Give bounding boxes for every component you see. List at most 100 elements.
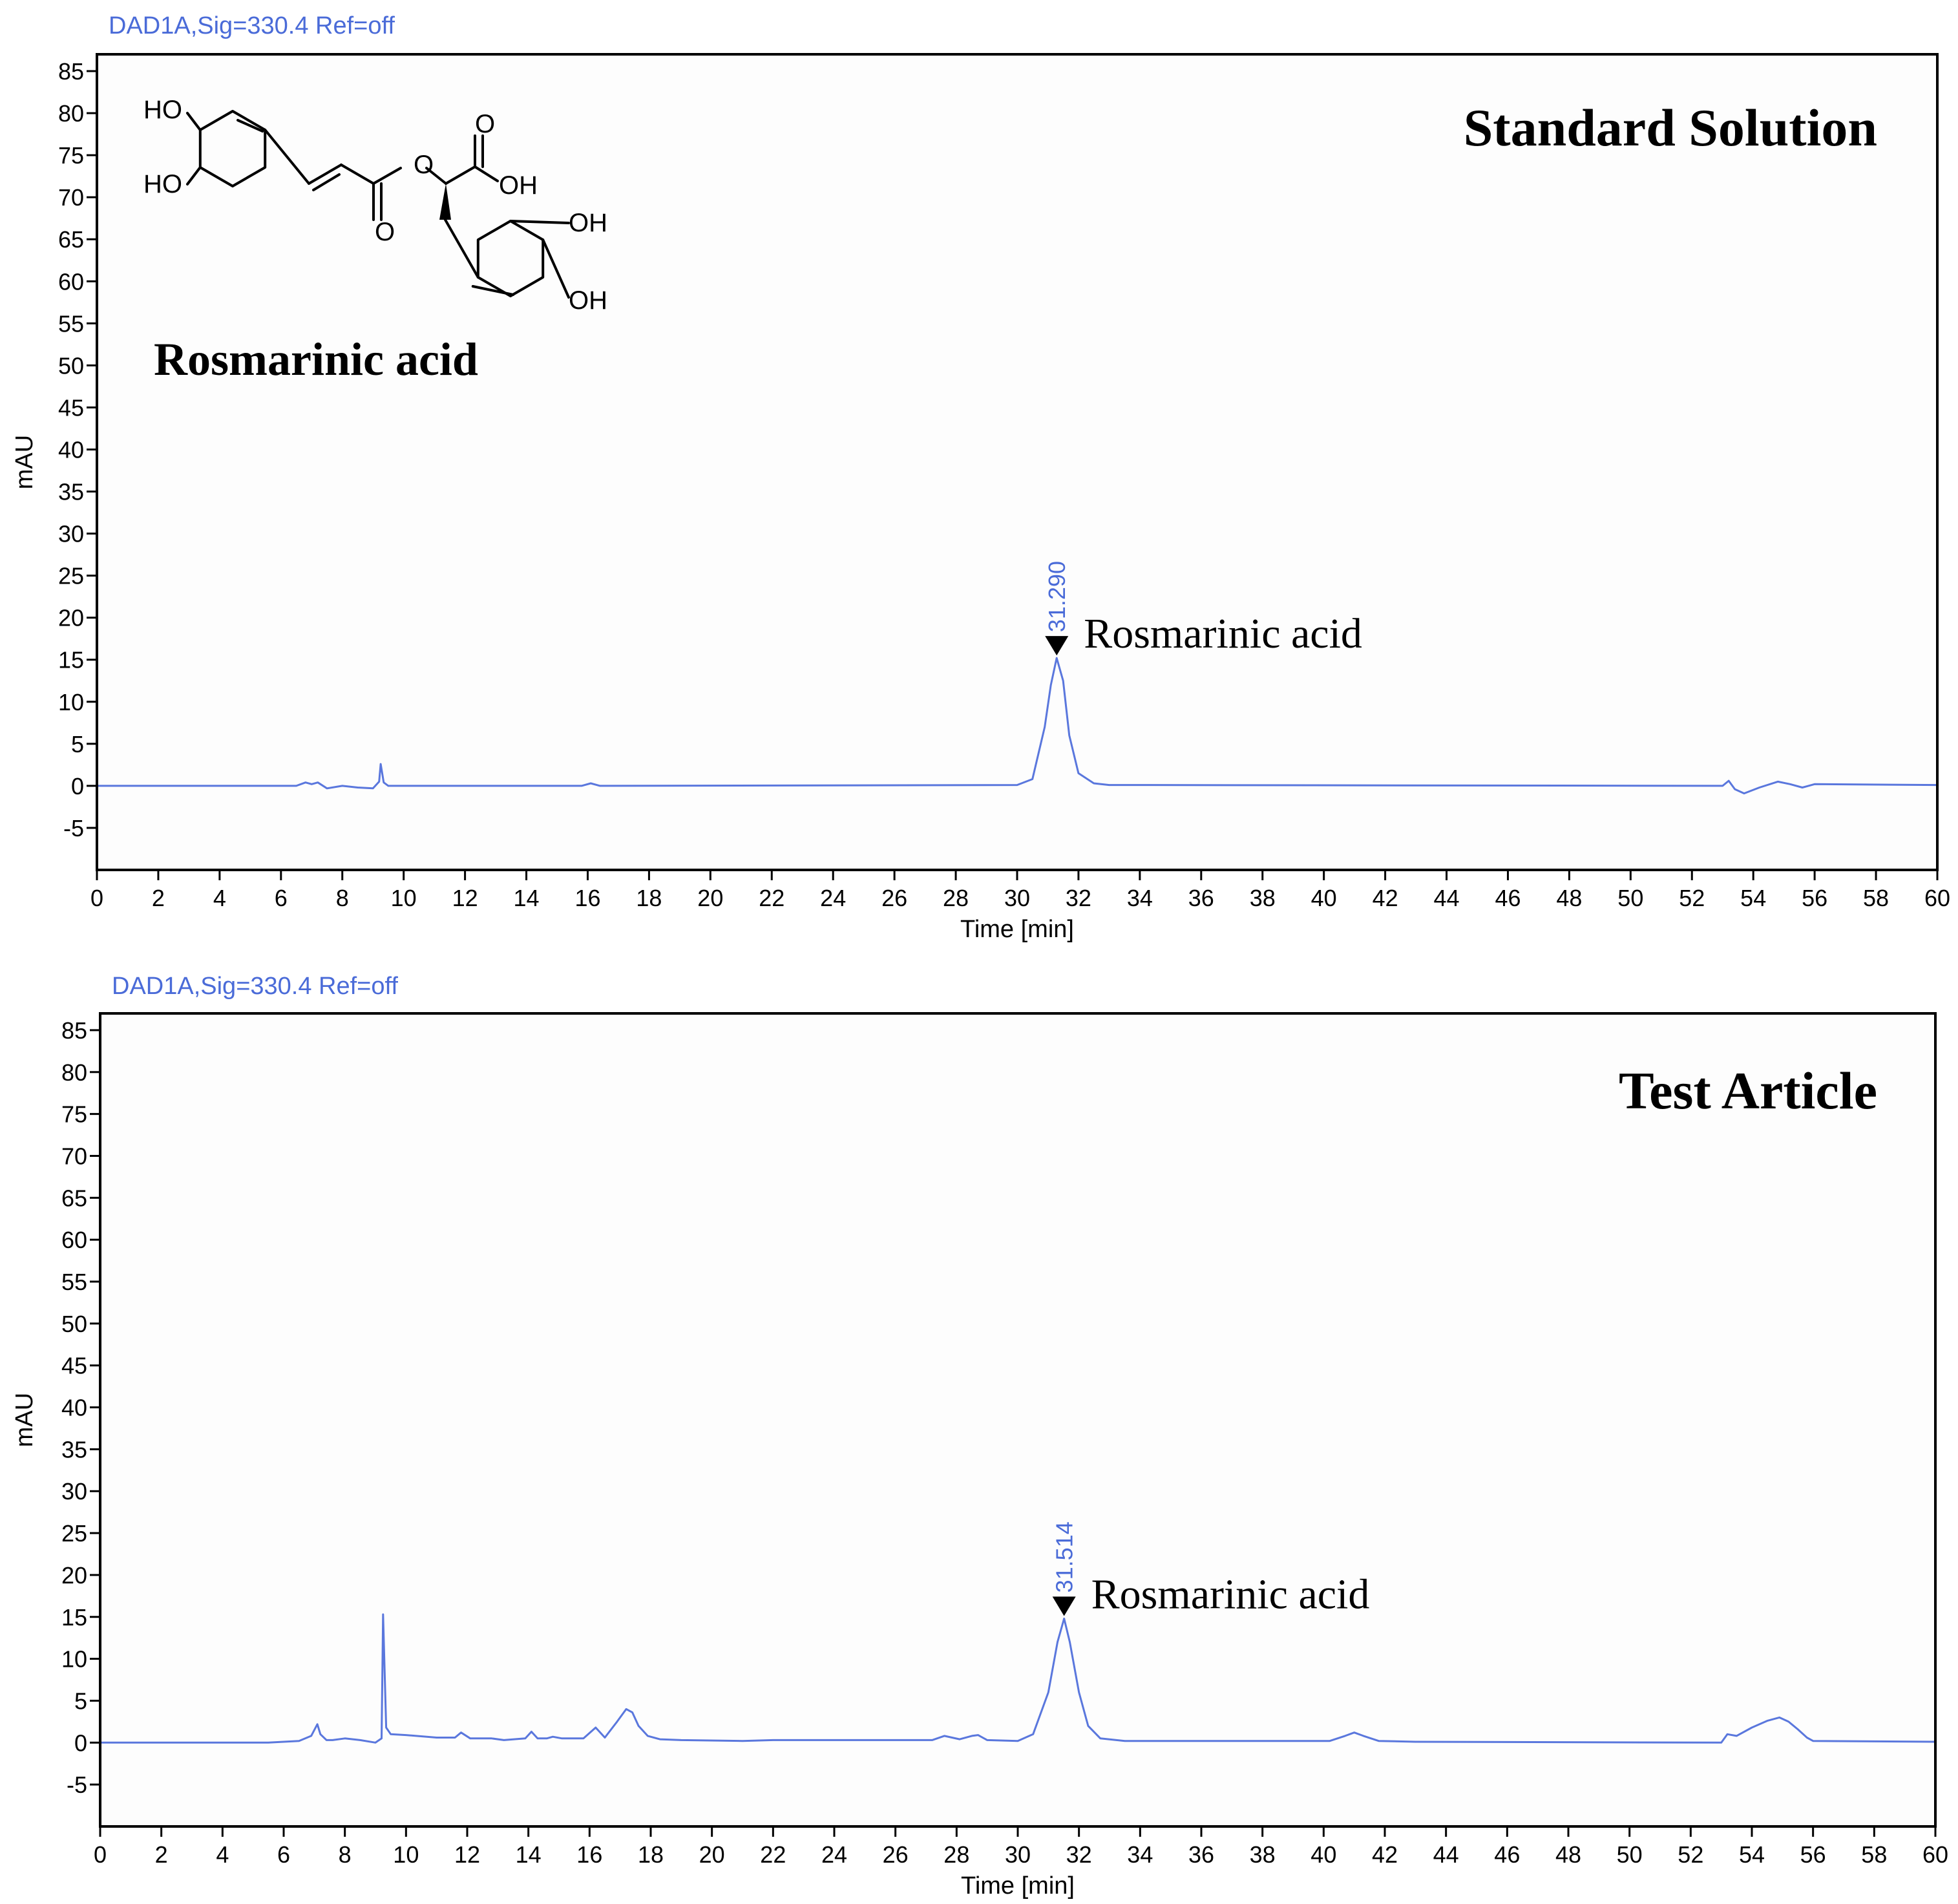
trace-point bbox=[1069, 1641, 1071, 1643]
x-tick-label: 4 bbox=[216, 1841, 229, 1868]
trace-point bbox=[372, 788, 374, 789]
x-tick-label: 22 bbox=[760, 1841, 786, 1868]
trace-point bbox=[537, 1738, 538, 1739]
trace-point bbox=[1093, 783, 1095, 784]
trace-point bbox=[1050, 684, 1051, 686]
trace-point bbox=[772, 1739, 774, 1741]
double-bond bbox=[237, 119, 264, 132]
x-tick-label: 50 bbox=[1617, 1841, 1643, 1868]
x-tick-label: 32 bbox=[1066, 885, 1091, 911]
x-tick-label: 32 bbox=[1066, 1841, 1092, 1868]
trace-point bbox=[1108, 784, 1110, 786]
y-tick-label: 85 bbox=[61, 1017, 87, 1044]
trace-point bbox=[381, 1738, 383, 1739]
peak-retention-time: 31.514 bbox=[1051, 1521, 1078, 1592]
trace-point bbox=[943, 1735, 945, 1737]
x-tick-label: 50 bbox=[1617, 885, 1643, 911]
trace-point bbox=[385, 1727, 387, 1728]
trace-point bbox=[631, 1711, 633, 1713]
trace-point bbox=[1736, 1735, 1738, 1737]
y-tick-label: 85 bbox=[58, 58, 84, 85]
trace-point bbox=[1721, 785, 1723, 787]
bond bbox=[444, 218, 479, 279]
y-tick-label: 75 bbox=[58, 142, 84, 169]
y-tick-label: 30 bbox=[58, 521, 84, 547]
y-tick-label: -5 bbox=[63, 815, 84, 841]
trace-point bbox=[295, 785, 297, 787]
trace-point bbox=[383, 781, 384, 783]
trace-point bbox=[1814, 783, 1815, 785]
x-tick-label: 60 bbox=[1922, 1841, 1948, 1868]
x-tick-label: 40 bbox=[1311, 885, 1337, 911]
y-tick-label: 20 bbox=[58, 605, 84, 631]
trace-point bbox=[1057, 1641, 1058, 1643]
trace-point bbox=[359, 1739, 361, 1741]
x-tick-label: 34 bbox=[1127, 1841, 1153, 1868]
y-tick-label: 60 bbox=[61, 1227, 87, 1253]
trace-point bbox=[310, 1735, 312, 1737]
plot-frame bbox=[96, 53, 1939, 871]
y-tick-label: 70 bbox=[58, 184, 84, 211]
y-tick-label: 40 bbox=[58, 436, 84, 463]
trace-point bbox=[1802, 787, 1803, 788]
trace-point bbox=[332, 1739, 333, 1741]
bond bbox=[264, 129, 310, 185]
trace-point bbox=[1766, 1720, 1768, 1722]
trace-point bbox=[403, 785, 405, 787]
trace-point bbox=[380, 763, 381, 765]
x-tick-label: 0 bbox=[90, 885, 103, 911]
y-tick-label: 80 bbox=[58, 100, 84, 127]
trace-point bbox=[1797, 1728, 1798, 1730]
x-tick-label: 40 bbox=[1311, 1841, 1336, 1868]
trace-point bbox=[344, 1738, 346, 1739]
trace-point bbox=[1758, 787, 1760, 788]
x-tick-label: 52 bbox=[1678, 1841, 1703, 1868]
trace-point bbox=[1777, 781, 1778, 783]
trace-point bbox=[659, 1739, 660, 1740]
y-tick-label: 65 bbox=[61, 1185, 87, 1211]
trace-point bbox=[1751, 1727, 1753, 1728]
trace-point bbox=[1032, 1733, 1034, 1735]
structure-atom-label: O bbox=[375, 218, 395, 246]
trace-point bbox=[1044, 726, 1046, 728]
trace-point bbox=[1017, 1740, 1018, 1742]
double-bond bbox=[471, 285, 514, 296]
structure-atom-label: OH bbox=[569, 209, 607, 237]
trace-point bbox=[638, 1725, 639, 1727]
trace-point bbox=[1727, 1733, 1728, 1735]
trace-point bbox=[405, 1734, 407, 1736]
trace-point bbox=[1078, 1691, 1080, 1693]
trace-point bbox=[581, 785, 582, 787]
x-tick-label: 8 bbox=[336, 885, 349, 911]
peak-annotation: Rosmarinic acid bbox=[1084, 610, 1362, 657]
trace-point bbox=[1728, 780, 1729, 781]
trace-point bbox=[388, 785, 389, 787]
trace-point bbox=[454, 1737, 456, 1739]
trace-point bbox=[503, 1739, 505, 1741]
trace-point bbox=[959, 1739, 960, 1740]
x-tick-label: 34 bbox=[1127, 885, 1153, 911]
structure-atom-label: OH bbox=[499, 171, 538, 200]
y-tick-label: 60 bbox=[58, 268, 84, 295]
x-tick-label: 38 bbox=[1250, 1841, 1276, 1868]
structure-atom-label: HO bbox=[143, 96, 182, 124]
structure-atom-label: HO bbox=[143, 170, 182, 198]
wedge-bond bbox=[439, 184, 451, 220]
trace-point bbox=[1743, 792, 1745, 794]
x-tick-label: 42 bbox=[1373, 885, 1398, 911]
bond bbox=[372, 167, 402, 185]
x-tick-label: 14 bbox=[514, 885, 540, 911]
x-tick-label: 52 bbox=[1679, 885, 1705, 911]
x-tick-label: 42 bbox=[1372, 1841, 1398, 1868]
trace-point bbox=[561, 1738, 563, 1739]
bond bbox=[340, 164, 375, 185]
x-tick-label: 22 bbox=[759, 885, 784, 911]
x-tick-label: 60 bbox=[1924, 885, 1950, 911]
x-tick-label: 14 bbox=[516, 1841, 542, 1868]
structure-atom-label: OH bbox=[569, 286, 607, 315]
x-tick-label: 48 bbox=[1555, 1841, 1581, 1868]
trace-point bbox=[1812, 1740, 1814, 1742]
trace-point bbox=[986, 1739, 988, 1741]
trace-point bbox=[931, 1739, 933, 1741]
